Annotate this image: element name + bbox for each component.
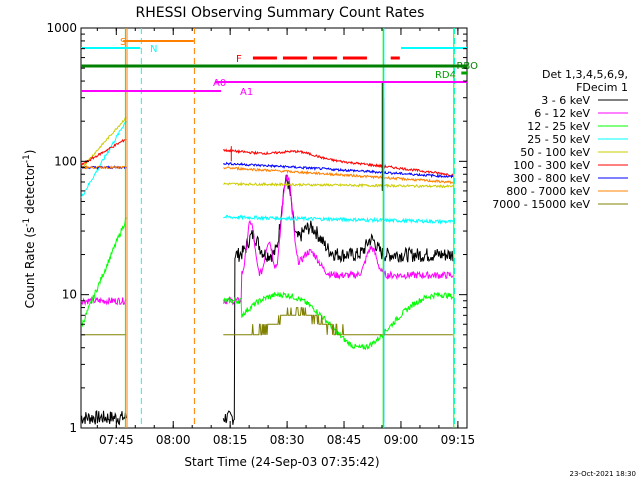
series-line-0 xyxy=(80,174,454,426)
x-tick-label: 08:45 xyxy=(327,433,362,447)
legend-label-5: 100 - 300 keV xyxy=(513,159,590,172)
plot-frame xyxy=(80,27,468,429)
y-axis-label-main: Count Rate (s xyxy=(23,227,37,309)
series-line-2 xyxy=(80,217,454,351)
x-tick-label: 08:00 xyxy=(156,433,191,447)
footer-date: 23-Oct-2021 18:30 xyxy=(570,470,636,478)
y-tick-label: 100 xyxy=(54,154,77,168)
y-axis-label: Count Rate (s-1 detector-1) xyxy=(22,150,37,309)
legend-header-line2: FDecim 1 xyxy=(576,81,628,94)
legend-label-6: 300 - 800 keV xyxy=(513,172,590,185)
x-axis: 07:45 08:00 08:15 08:30 08:45 09:00 09:15 xyxy=(96,28,476,447)
x-tick-label: 09:15 xyxy=(441,433,476,447)
flag-label-rd4: RD4 xyxy=(435,70,456,81)
y-axis: 1 10 100 1000 xyxy=(46,21,467,435)
legend-label-2: 12 - 25 keV xyxy=(527,120,590,133)
legend-label-3: 25 - 50 keV xyxy=(527,133,590,146)
y-axis-label-sup2: -1 xyxy=(22,154,32,163)
y-axis-label-end: ) xyxy=(23,150,37,155)
plot-area xyxy=(80,27,468,429)
flag-label-n: N xyxy=(150,44,157,55)
x-tick-label: 09:00 xyxy=(384,433,419,447)
legend-label-7: 800 - 7000 keV xyxy=(506,185,590,198)
flag-label-s: S xyxy=(120,37,126,48)
series-line-7 xyxy=(80,164,454,185)
y-tick-label: 10 xyxy=(62,288,77,302)
legend-label-0: 3 - 6 keV xyxy=(541,94,590,107)
series-line-8 xyxy=(81,307,453,336)
y-tick-label: 1000 xyxy=(46,21,77,35)
series-line-1 xyxy=(80,174,454,307)
x-axis-label: Start Time (24-Sep-03 07:35:42) xyxy=(184,455,379,469)
legend-label-4: 50 - 100 keV xyxy=(520,146,590,159)
x-tick-label: 07:45 xyxy=(99,433,134,447)
flag-label-f: F xyxy=(236,54,242,65)
flag-label-a0: A0 xyxy=(213,78,226,89)
y-axis-label-mid: detector xyxy=(23,163,37,218)
flag-label-a1: A1 xyxy=(240,87,253,98)
series-line-3 xyxy=(80,121,454,225)
legend-label-1: 6 - 12 keV xyxy=(534,107,590,120)
y-tick-label: 1 xyxy=(69,421,77,435)
x-tick-label: 08:15 xyxy=(213,433,248,447)
chart-title: RHESSI Observing Summary Count Rates xyxy=(136,5,425,21)
flag-label-rbo: RBO xyxy=(456,61,478,72)
legend-header-line1: Det 1,3,4,5,6,9, xyxy=(542,68,628,81)
y-axis-label-sup1: -1 xyxy=(22,218,32,227)
x-tick-label: 08:30 xyxy=(270,433,305,447)
legend-label-8: 7000 - 15000 keV xyxy=(492,198,590,211)
